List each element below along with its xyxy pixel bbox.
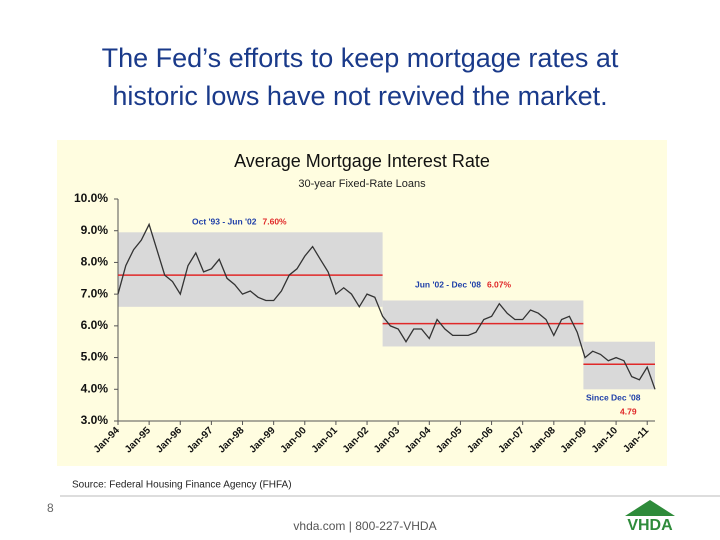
y-tick-label: 4.0% — [81, 381, 109, 395]
logo: VHDA — [627, 517, 673, 534]
y-tick-label: 8.0% — [81, 255, 109, 269]
period-label: Oct '93 - Jun '02 — [192, 216, 257, 226]
period-average-label: 6.07% — [487, 279, 512, 289]
period-box — [118, 232, 383, 307]
data-line — [117, 222, 656, 390]
period-average-label: 7.60% — [263, 216, 288, 226]
logo-roof — [625, 500, 675, 516]
y-tick-label: 6.0% — [81, 318, 109, 332]
chart-subtitle: 30-year Fixed-Rate Loans — [298, 178, 426, 190]
y-tick-label: 7.0% — [81, 286, 109, 300]
period-label: Since Dec '08 — [586, 392, 641, 402]
period-box — [583, 341, 655, 390]
slide-title: historic lows have not revived the marke… — [112, 81, 607, 111]
page-number: 8 — [47, 501, 54, 515]
period-average-label: 4.79 — [620, 406, 637, 416]
y-tick-label: 9.0% — [81, 223, 109, 237]
source: Source: Federal Housing Finance Agency (… — [72, 480, 292, 491]
y-tick-label: 5.0% — [81, 350, 109, 364]
footer: vhda.com | 800-227-VHDA — [293, 519, 436, 533]
period-label: Jun '02 - Dec '08 — [415, 279, 481, 289]
y-tick-label: 10.0% — [74, 191, 108, 205]
y-tick-label: 3.0% — [81, 413, 109, 427]
slide-title: The Fed’s efforts to keep mortgage rates… — [102, 43, 619, 73]
chart-title: Average Mortgage Interest Rate — [234, 151, 490, 171]
